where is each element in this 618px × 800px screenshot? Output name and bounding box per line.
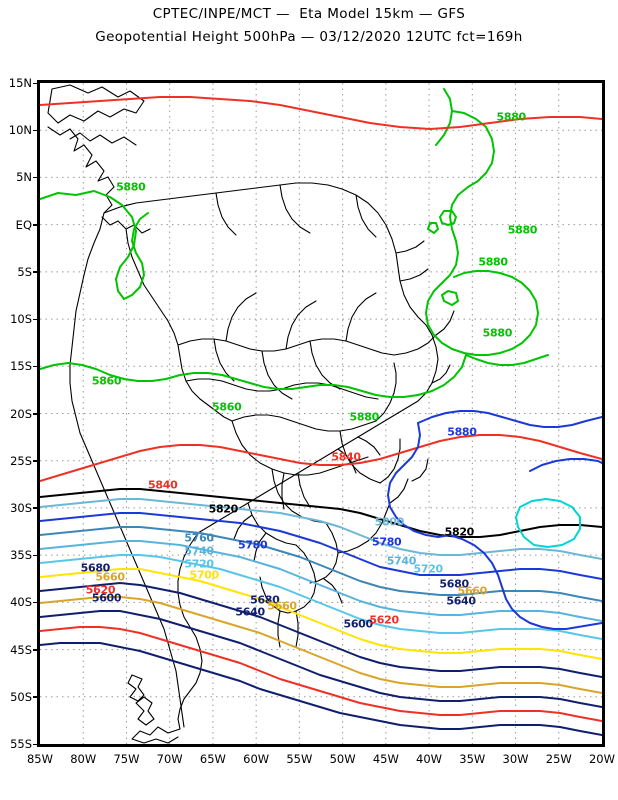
y-tick-mark	[33, 460, 38, 462]
y-tick-mark	[33, 554, 38, 557]
contour-label-5740: 5740	[184, 544, 214, 558]
contour-label-5620: 5620	[369, 613, 399, 627]
y-axis-tick-15s: 15S	[10, 359, 32, 374]
contour-label-5880: 5880	[478, 255, 508, 269]
x-axis-tick-60w: 60W	[243, 752, 270, 766]
y-tick-mark	[33, 365, 38, 368]
y-tick-mark	[33, 696, 38, 698]
x-axis-tick-35w: 35W	[459, 752, 486, 766]
contour-label-5660: 5660	[267, 599, 297, 613]
title-line-variable: Geopotential Height 500hPa — 03/12/2020 …	[95, 29, 523, 45]
y-tick-mark	[33, 601, 38, 604]
x-axis-tick-75w: 75W	[113, 752, 140, 766]
x-axis-tick-20w: 20W	[588, 752, 615, 766]
contour-label-5840: 5840	[331, 450, 361, 464]
x-axis-tick-50w: 50W	[329, 752, 356, 766]
x-axis-tick-40w: 40W	[416, 752, 443, 766]
y-tick-mark	[33, 82, 38, 84]
y-axis-tick-45s: 45S	[10, 642, 32, 657]
contour-label-5820: 5820	[208, 502, 239, 516]
contour-label-5680: 5680	[439, 577, 469, 591]
contour-label-5620: 5620	[85, 583, 116, 597]
coastline-borders	[47, 84, 455, 744]
contour-label-5780: 5780	[237, 538, 268, 552]
y-axis-tick-50s: 50S	[10, 689, 32, 704]
x-axis-tick-55w: 55W	[286, 752, 313, 766]
y-tick-mark	[33, 413, 38, 415]
y-tick-mark	[33, 318, 38, 321]
y-tick-mark	[33, 649, 38, 651]
y-axis-tick-35s: 35S	[10, 548, 32, 563]
x-axis-tick-70w: 70W	[156, 752, 183, 766]
contour-label-5780: 5780	[371, 535, 402, 549]
geopotential-contours	[40, 88, 602, 736]
contour-label-5660: 5660	[95, 570, 125, 584]
x-axis-tick-85w: 85W	[26, 752, 53, 766]
contour-label-5880: 5880	[349, 410, 380, 424]
contour-label-5880: 5880	[482, 326, 513, 340]
contour-label-5860: 5860	[91, 374, 122, 388]
y-tick-mark	[33, 176, 38, 179]
contour-label-5840: 5840	[148, 478, 178, 492]
contour-label-5880: 5880	[447, 425, 477, 439]
y-tick-mark	[33, 224, 38, 226]
contour-map-plot: 5880 5880 5880 5880 5880 5860 5860 5880 5880 5840…	[37, 80, 605, 747]
title-line-model: CPTEC/INPE/MCT — Eta Model 15km — GFS	[152, 6, 466, 22]
plot-inner: 5880 5880 5880 5880 5880 5860 5860 5880 5880 5840…	[40, 83, 602, 744]
y-tick-mark	[33, 129, 38, 132]
x-axis-tick-25w: 25W	[545, 752, 572, 766]
y-tick-mark	[33, 507, 38, 509]
contour-label-5880: 5880	[507, 223, 538, 237]
contour-label-5860: 5860	[212, 400, 242, 414]
contour-label-5600: 5600	[343, 617, 373, 631]
contour-label-5880: 5880	[496, 110, 526, 124]
x-axis-tick-45w: 45W	[372, 752, 399, 766]
contour-label-5600: 5600	[91, 591, 122, 605]
chart-titles: CPTEC/INPE/MCT — Eta Model 15km — GFS Ge…	[0, 0, 618, 45]
y-axis-tick-30s: 30S	[10, 500, 32, 515]
contour-label-5880: 5880	[116, 180, 146, 194]
contour-label-5640: 5640	[446, 594, 476, 608]
y-axis-tick-5s: 5S	[17, 264, 32, 279]
y-axis-tick-5n: 5N	[16, 170, 32, 185]
contour-label-5740: 5740	[386, 554, 417, 568]
y-tick-mark	[33, 271, 38, 273]
contour-label-5680: 5680	[80, 561, 111, 575]
x-axis-tick-80w: 80W	[70, 752, 97, 766]
y-axis-tick-25s: 25S	[10, 453, 32, 468]
contour-label-5760: 5760	[184, 531, 214, 545]
y-axis-tick-55s: 55S	[10, 737, 32, 751]
contour-label-5680: 5680	[250, 593, 280, 607]
y-axis-tick-15n: 15N	[8, 76, 32, 90]
y-axis-tick-40s: 40S	[10, 595, 32, 610]
y-axis-tick-eq: EQ	[15, 217, 32, 232]
contour-label-5720: 5720	[413, 562, 443, 576]
contour-label-5640: 5640	[235, 605, 265, 619]
y-axis-tick-10s: 10S	[10, 312, 32, 327]
y-axis-tick-10n: 10N	[8, 123, 32, 138]
y-axis-tick-20s: 20S	[10, 406, 32, 421]
contour-label-5700: 5700	[189, 568, 220, 582]
contour-label-5660: 5660	[457, 584, 488, 598]
contour-label-5820: 5820	[444, 525, 475, 539]
contour-label-5800: 5800	[374, 515, 405, 529]
x-axis-tick-30w: 30W	[502, 752, 529, 766]
y-tick-mark	[33, 743, 38, 745]
contour-label-5720: 5720	[184, 557, 214, 571]
x-axis-tick-65w: 65W	[199, 752, 226, 766]
